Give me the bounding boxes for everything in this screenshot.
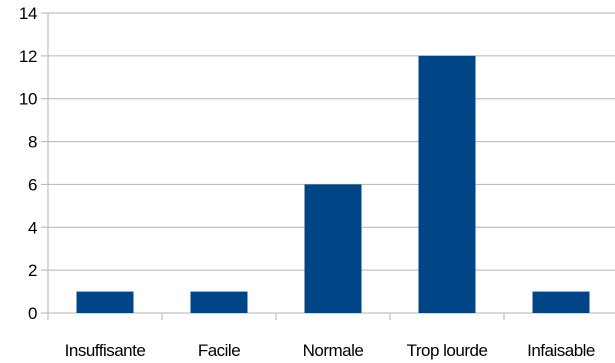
bars [76,55,590,313]
bar-facile [190,291,248,313]
bar-normale [304,184,362,313]
x-axis-category-labels: Insuffisante Facile Normale Trop lourde Infa… [65,341,596,360]
y-tick-label: 14 [19,4,37,23]
y-tick-label: 4 [28,218,37,237]
category-label: Insuffisante [65,341,146,360]
y-tick-label: 0 [28,304,37,323]
category-label: Facile [198,341,240,360]
bar-trop-lourde [418,55,476,313]
category-label: Trop lourde [407,341,488,360]
category-label: Normale [303,341,364,360]
bar-infaisable [532,291,590,313]
bar-insuffisante [76,291,134,313]
y-tick-label: 8 [28,133,37,152]
y-tick-label: 12 [19,47,37,66]
y-tick-label: 2 [28,261,37,280]
y-axis-tick-labels: 0 2 4 6 8 10 12 14 [19,4,38,323]
category-label: Infaisable [527,341,595,360]
y-tick-label: 10 [19,90,37,109]
y-tick-label: 6 [28,175,37,194]
x-axis-tick-marks [161,313,505,320]
